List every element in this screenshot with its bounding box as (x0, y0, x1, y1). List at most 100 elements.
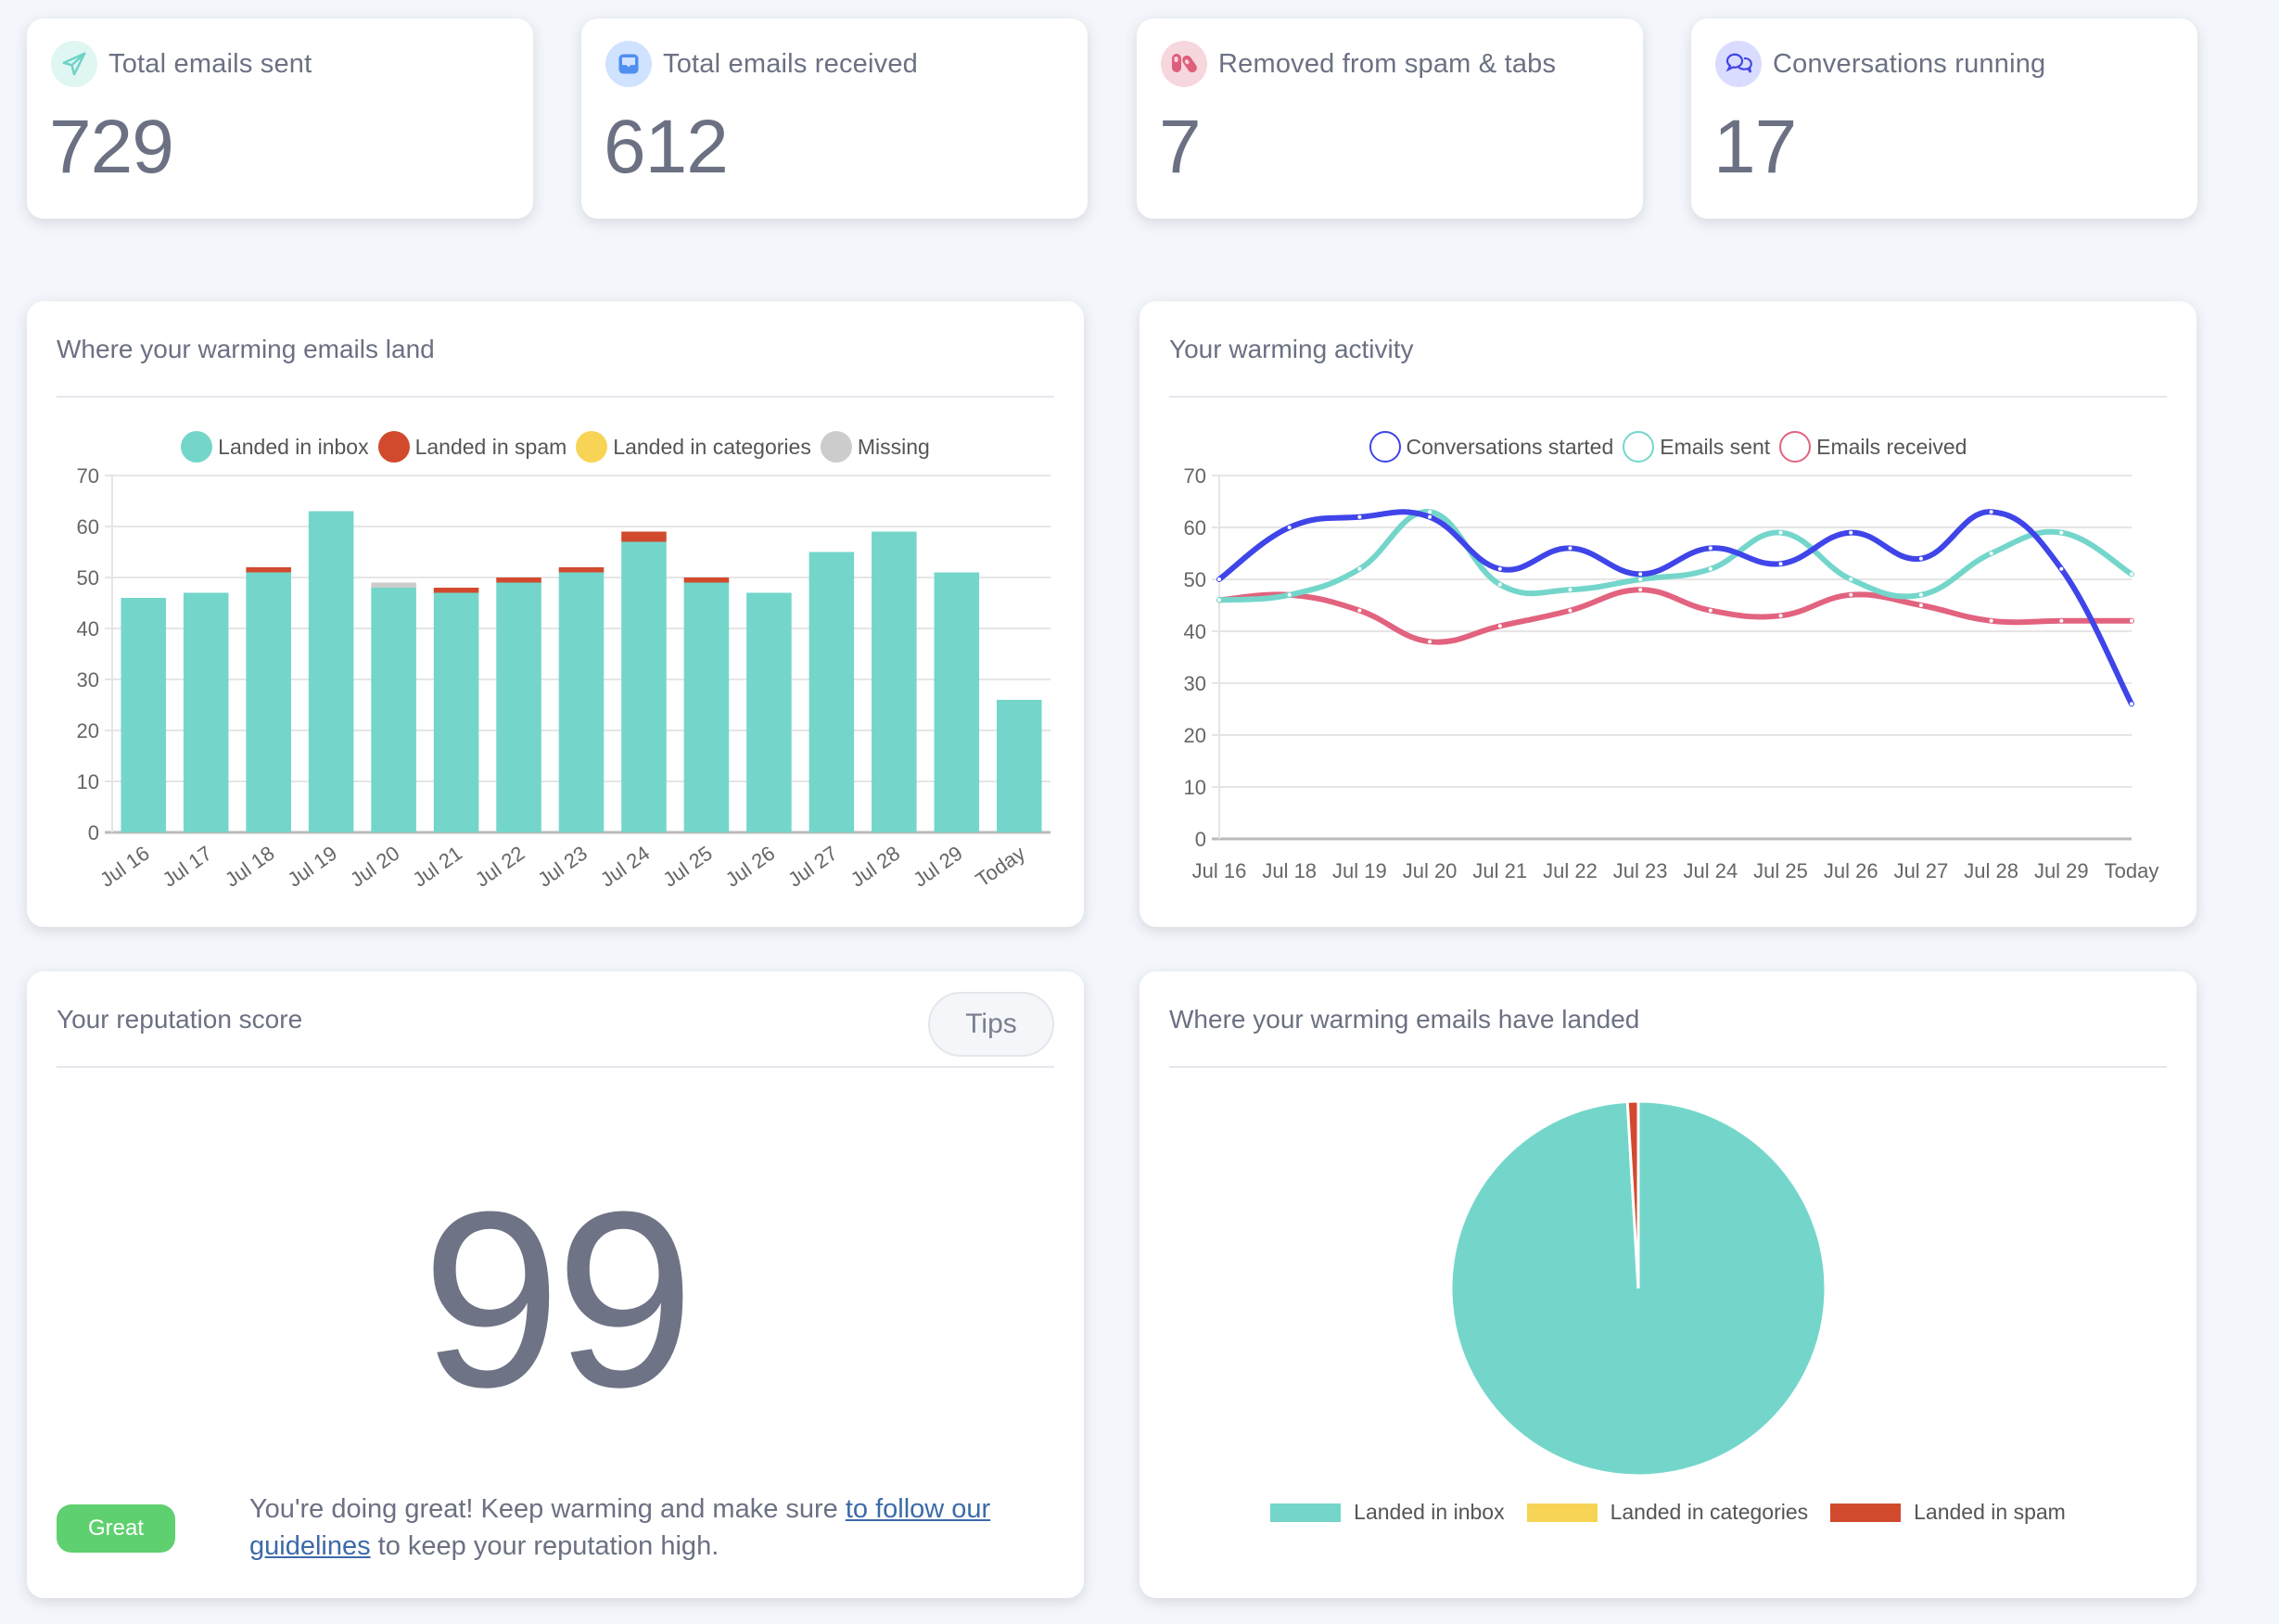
status-badge: Great (57, 1504, 175, 1553)
bar-landed-in-inbox (433, 592, 479, 832)
panel-title: Where your warming emails land (57, 335, 435, 363)
legend-item[interactable]: Landed in spam (1830, 1500, 2066, 1525)
stat-card-removed-from-spam: Removed from spam & tabs 7 (1137, 19, 1643, 219)
data-point (2130, 572, 2133, 577)
y-tick-label: 50 (1184, 568, 1206, 591)
stat-label: Total emails sent (108, 48, 312, 79)
y-tick-label: 70 (77, 464, 99, 488)
bar-landed-in-spam (683, 577, 730, 583)
x-tick-label: Jul 20 (1403, 859, 1458, 882)
legend-swatch (1830, 1503, 1902, 1522)
y-tick-label: 0 (88, 821, 99, 844)
legend-swatch (1270, 1503, 1342, 1522)
legend-item[interactable]: Missing (820, 431, 930, 463)
x-tick-label: Jul 20 (346, 842, 403, 892)
data-point (2130, 618, 2133, 623)
bar-landed-in-inbox (183, 592, 229, 832)
pie-chart-panel: Where your warming emails have landed La… (1140, 971, 2196, 1598)
x-tick-label: Jul 29 (2034, 859, 2089, 882)
bar-landed-in-inbox (246, 572, 291, 832)
x-tick-label: Jul 29 (909, 842, 966, 892)
bar-missing (371, 582, 416, 588)
data-point (1357, 608, 1362, 613)
bar-landed-in-spam (433, 588, 479, 593)
data-point (1778, 562, 1783, 566)
x-tick-label: Jul 23 (533, 842, 591, 892)
bar-landed-in-inbox (621, 541, 667, 832)
y-tick-label: 50 (77, 566, 99, 590)
data-point (1638, 577, 1643, 581)
stat-label: Conversations running (1773, 48, 2046, 79)
stat-label: Removed from spam & tabs (1218, 48, 1557, 79)
y-tick-label: 70 (1184, 464, 1206, 488)
data-point (1778, 614, 1783, 618)
legend-item[interactable]: Emails sent (1623, 431, 1770, 463)
legend-item[interactable]: Emails received (1779, 431, 1967, 463)
x-tick-label: Jul 23 (1613, 859, 1668, 882)
pills-icon (1161, 41, 1207, 87)
legend-item[interactable]: Landed in categories (576, 431, 811, 463)
legend-swatch (377, 431, 410, 463)
legend-item[interactable]: Landed in inbox (181, 431, 369, 463)
legend-item[interactable]: Landed in spam (377, 431, 567, 463)
bar-chart-legend: Landed in inbox Landed in spam Landed in c… (27, 431, 1084, 463)
y-tick-label: 60 (1184, 516, 1206, 539)
data-point (2059, 530, 2064, 535)
x-tick-label: Jul 18 (221, 842, 278, 892)
bar-landed-in-inbox (746, 592, 792, 832)
line-emails-sent (1216, 509, 2134, 603)
legend-swatch (576, 431, 608, 463)
x-tick-label: Jul 27 (783, 842, 841, 892)
legend-item[interactable]: Landed in inbox (1270, 1500, 1505, 1525)
bar-landed-in-inbox (558, 572, 605, 832)
data-point (1357, 566, 1362, 571)
inbox-tray-icon (605, 41, 652, 87)
line-emails-received (1216, 587, 2134, 645)
x-tick-label: Today (972, 842, 1029, 892)
stat-value: 612 (604, 105, 729, 189)
stat-label: Total emails received (663, 48, 918, 79)
pie-slice-landed-in-spam (1625, 1099, 1640, 1289)
bar-landed-in-spam (621, 531, 667, 542)
data-point (1989, 510, 1993, 514)
legend-label: Emails sent (1660, 434, 1771, 459)
legend-label: Landed in inbox (218, 434, 369, 459)
panel-title: Where your warming emails have landed (1169, 1005, 1640, 1034)
stat-value: 17 (1713, 105, 1797, 189)
bar-landed-in-spam (558, 567, 605, 573)
tips-button[interactable]: Tips (928, 992, 1054, 1057)
data-point (1989, 618, 1993, 623)
x-tick-label: Jul 24 (596, 842, 654, 892)
x-tick-label: Jul 17 (159, 842, 216, 892)
y-tick-label: 40 (1184, 620, 1206, 643)
pie-chart (1449, 1099, 1827, 1478)
y-tick-label: 0 (1195, 828, 1206, 851)
y-tick-label: 10 (77, 770, 99, 793)
guidelines-link[interactable]: to follow our guidelines (249, 1494, 991, 1561)
divider (57, 396, 1054, 398)
paper-plane-icon (51, 41, 97, 87)
x-tick-label: Jul 19 (284, 842, 341, 892)
x-tick-label: Jul 21 (1472, 859, 1527, 882)
stat-card-emails-received: Total emails received 612 (581, 19, 1088, 219)
x-tick-label: Jul 22 (1543, 859, 1598, 882)
data-point (1918, 556, 1923, 561)
data-point (1497, 582, 1502, 587)
data-point (1428, 514, 1432, 519)
message-text: You're doing great! Keep warming and mak… (249, 1494, 846, 1524)
panel-title: Your reputation score (57, 1005, 303, 1034)
bar-landed-in-inbox (872, 531, 917, 832)
message-text: to keep your reputation high. (370, 1531, 719, 1561)
x-tick-label: Jul 28 (847, 842, 904, 892)
data-point (2130, 702, 2133, 706)
x-tick-label: Jul 19 (1332, 859, 1387, 882)
data-point (2059, 566, 2064, 571)
bar-landed-in-inbox (934, 572, 980, 832)
stat-card-conversations-running: Conversations running 17 (1691, 19, 2197, 219)
legend-item[interactable]: Conversations started (1369, 431, 1613, 463)
legend-item[interactable]: Landed in categories (1526, 1500, 1808, 1525)
data-point (1568, 546, 1572, 551)
data-point (1778, 530, 1783, 535)
data-point (1849, 530, 1853, 535)
data-point (1428, 640, 1432, 644)
